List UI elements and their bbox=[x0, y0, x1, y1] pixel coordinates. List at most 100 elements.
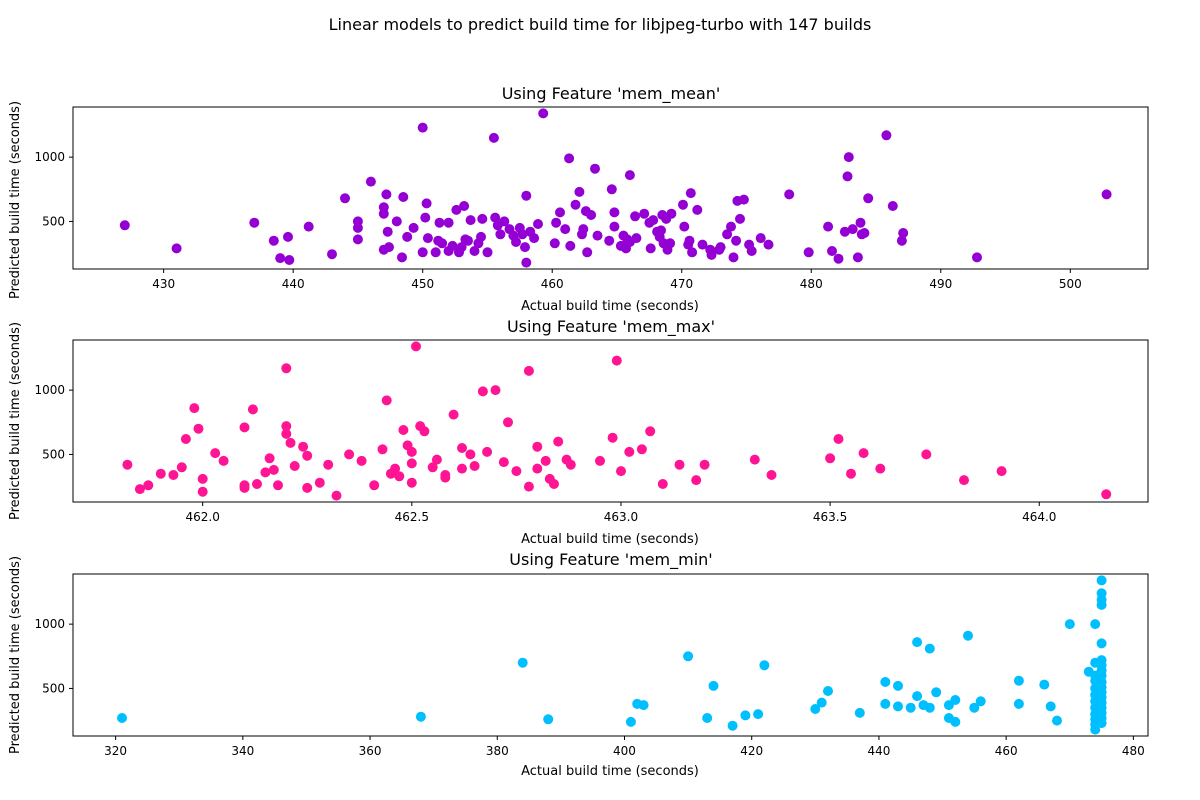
data-point bbox=[469, 246, 480, 256]
data-point bbox=[863, 193, 874, 204]
data-point bbox=[1045, 701, 1056, 712]
data-point bbox=[260, 467, 271, 478]
plot-frame bbox=[72, 339, 1149, 503]
data-point bbox=[645, 243, 656, 254]
data-point bbox=[247, 404, 258, 415]
data-point bbox=[119, 220, 130, 231]
data-point bbox=[331, 490, 342, 501]
data-point bbox=[731, 235, 742, 246]
data-point bbox=[369, 480, 380, 491]
data-point bbox=[636, 444, 647, 455]
x-tick-label: 440 bbox=[282, 277, 305, 291]
data-point bbox=[382, 226, 393, 237]
data-point bbox=[463, 235, 473, 246]
data-point bbox=[896, 235, 907, 246]
data-point bbox=[437, 238, 448, 249]
data-point bbox=[931, 687, 942, 698]
data-point bbox=[684, 235, 695, 246]
data-point bbox=[490, 385, 501, 396]
data-point bbox=[499, 216, 510, 227]
data-point bbox=[604, 235, 615, 246]
y-tick-label: 500 bbox=[42, 447, 65, 461]
data-point bbox=[517, 229, 528, 240]
data-point bbox=[842, 171, 853, 182]
data-point bbox=[268, 235, 279, 246]
data-point bbox=[852, 252, 863, 263]
data-point bbox=[477, 213, 488, 224]
data-point bbox=[1052, 715, 1062, 726]
y-ticks: 500 1000 bbox=[34, 150, 73, 228]
data-point bbox=[702, 713, 713, 723]
x-axis-label: Actual build time (seconds) bbox=[521, 532, 699, 547]
data-point bbox=[972, 252, 982, 263]
x-tick-label: 340 bbox=[231, 744, 254, 758]
data-point bbox=[356, 455, 367, 466]
data-point bbox=[532, 463, 543, 474]
data-point bbox=[532, 441, 543, 452]
data-point bbox=[607, 432, 618, 443]
data-point bbox=[759, 660, 770, 671]
data-point bbox=[880, 677, 891, 687]
data-point bbox=[746, 246, 757, 256]
data-point bbox=[122, 459, 133, 470]
data-point bbox=[249, 217, 260, 228]
data-point bbox=[495, 229, 506, 240]
data-point bbox=[854, 707, 865, 718]
data-point bbox=[553, 436, 564, 447]
data-point bbox=[117, 713, 127, 723]
data-point bbox=[1096, 575, 1107, 586]
data-point bbox=[699, 459, 710, 470]
data-point bbox=[381, 395, 392, 406]
data-point bbox=[950, 695, 961, 705]
data-point bbox=[912, 637, 923, 648]
y-tick-label: 500 bbox=[42, 214, 65, 228]
x-tick-label: 463.5 bbox=[813, 510, 847, 524]
data-point bbox=[858, 448, 869, 459]
data-point bbox=[825, 453, 836, 464]
x-tick-label: 320 bbox=[104, 744, 127, 758]
data-point bbox=[996, 466, 1007, 477]
data-point bbox=[456, 242, 467, 253]
data-point bbox=[427, 462, 438, 473]
data-point bbox=[394, 471, 405, 482]
data-point bbox=[590, 163, 600, 174]
x-tick-label: 460 bbox=[995, 744, 1018, 758]
data-point bbox=[578, 224, 589, 235]
data-point bbox=[285, 437, 296, 448]
data-point bbox=[1013, 698, 1024, 709]
data-point bbox=[753, 709, 764, 720]
data-point bbox=[398, 425, 409, 435]
data-point bbox=[218, 455, 229, 466]
x-tick-label: 462.0 bbox=[185, 510, 219, 524]
x-tick-label: 380 bbox=[486, 744, 509, 758]
y-tick-label: 1000 bbox=[34, 383, 65, 397]
data-point bbox=[625, 716, 636, 727]
data-point bbox=[685, 188, 696, 199]
data-point bbox=[727, 720, 738, 731]
data-point bbox=[950, 716, 961, 727]
data-point bbox=[611, 355, 622, 366]
data-point bbox=[749, 454, 760, 465]
data-point bbox=[284, 255, 295, 265]
data-point bbox=[503, 417, 513, 428]
data-point bbox=[691, 475, 702, 486]
data-point bbox=[582, 247, 593, 258]
data-point bbox=[738, 194, 749, 205]
data-point bbox=[408, 222, 419, 233]
data-point bbox=[551, 217, 562, 228]
data-point bbox=[176, 462, 187, 473]
data-point bbox=[624, 170, 635, 181]
data-point bbox=[275, 253, 286, 264]
data-point bbox=[381, 189, 392, 200]
data-point bbox=[645, 426, 656, 437]
y-tick-label: 1000 bbox=[34, 617, 65, 631]
data-point bbox=[728, 252, 739, 263]
data-point bbox=[656, 225, 666, 236]
data-point bbox=[963, 630, 973, 641]
data-point bbox=[511, 237, 521, 247]
data-point bbox=[810, 704, 821, 714]
data-point bbox=[606, 184, 617, 195]
data-point bbox=[595, 455, 605, 466]
data-point bbox=[378, 244, 389, 255]
data-point bbox=[823, 221, 834, 232]
